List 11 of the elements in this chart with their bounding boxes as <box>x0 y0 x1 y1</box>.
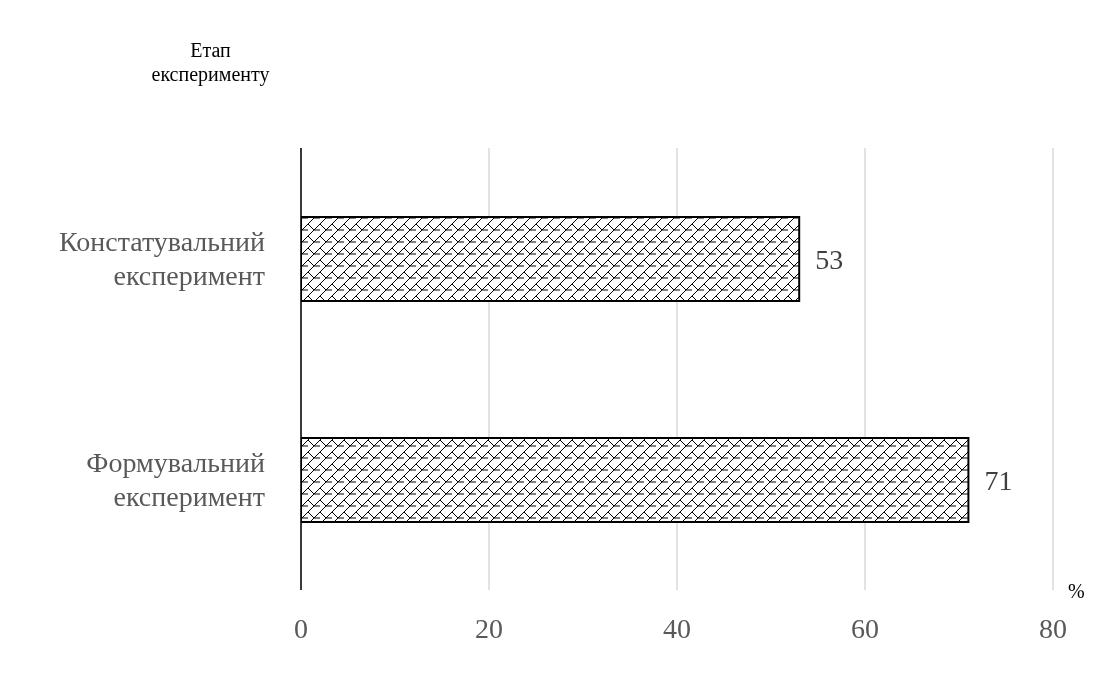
data-label: 71 <box>984 464 1013 496</box>
y-tick-label: Формувальний експеримент <box>86 446 266 512</box>
y-axis-title: Етап експерименту <box>150 38 271 86</box>
x-tick-label: 20 <box>475 612 503 644</box>
x-tick-label: 80 <box>1039 612 1067 644</box>
x-tick-label: 0 <box>294 612 308 644</box>
x-tick-label: 40 <box>663 612 691 644</box>
y-tick-label: Констатувальний експеримент <box>58 225 266 291</box>
x-tick-label: 60 <box>851 612 879 644</box>
data-label: 53 <box>815 243 844 275</box>
x-axis-title: % <box>1068 580 1085 603</box>
